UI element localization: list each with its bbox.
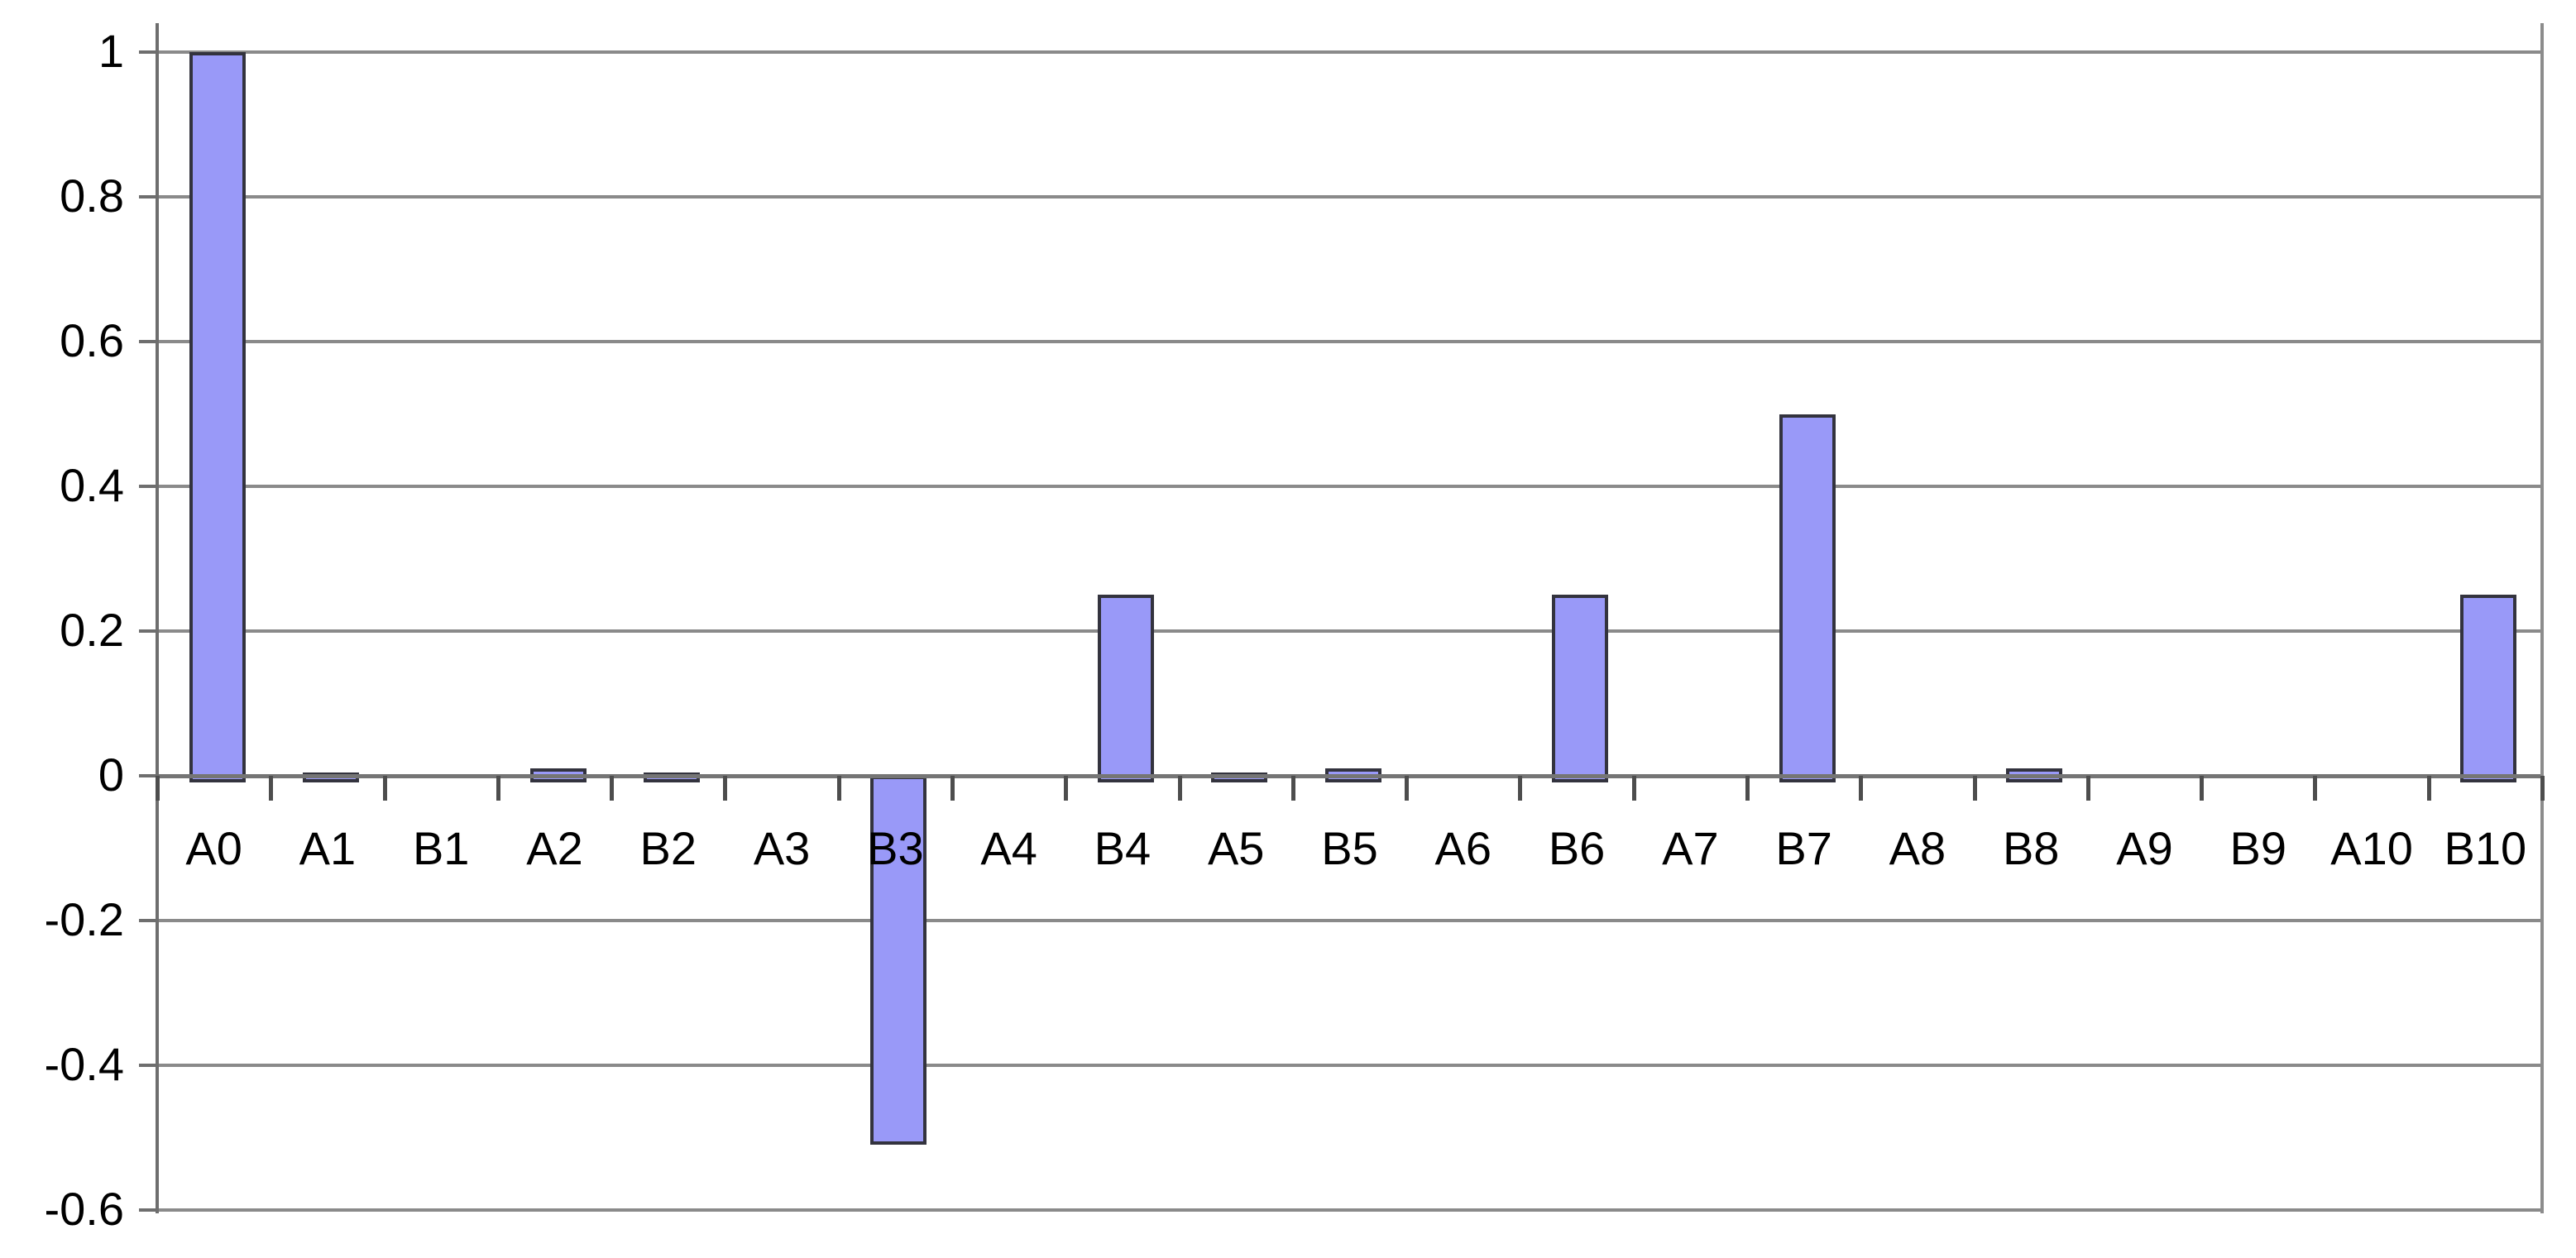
x-tick-label: B7	[1775, 822, 1832, 874]
x-axis-tick	[1518, 776, 1523, 801]
x-axis-tick	[950, 776, 955, 801]
x-axis-tick	[1745, 776, 1750, 801]
x-axis-tick	[1405, 776, 1410, 801]
bar-B3	[870, 776, 927, 1145]
y-axis-tick	[139, 340, 157, 343]
x-tick-label: A6	[1434, 822, 1492, 874]
x-axis-line	[157, 774, 2542, 778]
y-tick-label: 0.2	[60, 604, 124, 656]
x-tick-label: A9	[2116, 822, 2173, 874]
x-tick-label: B2	[639, 822, 697, 874]
x-tick-label: A5	[1207, 822, 1265, 874]
y-axis-tick	[139, 195, 157, 199]
x-axis-tick	[2540, 776, 2545, 801]
x-tick-label: A1	[299, 822, 357, 874]
gridline	[157, 50, 2542, 54]
y-tick-label: 0.4	[60, 459, 124, 511]
bar-A0	[189, 52, 246, 782]
y-tick-label: 1	[98, 25, 124, 77]
x-tick-label: B10	[2444, 822, 2527, 874]
y-axis-tick	[139, 919, 157, 922]
y-tick-label: -0.6	[44, 1183, 125, 1235]
y-axis-line	[156, 23, 159, 1213]
plot-right-border	[2540, 23, 2544, 1213]
x-axis-tick	[1972, 776, 1977, 801]
x-tick-label: B8	[2002, 822, 2060, 874]
x-tick-label: B1	[412, 822, 470, 874]
y-tick-label: -0.2	[44, 893, 125, 945]
gridline	[157, 340, 2542, 343]
bar-B4	[1097, 595, 1154, 782]
x-axis-tick	[610, 776, 615, 801]
gridline	[157, 195, 2542, 199]
x-tick-label: B9	[2229, 822, 2287, 874]
x-tick-label: A3	[753, 822, 811, 874]
x-axis-tick	[496, 776, 500, 801]
y-axis-tick	[139, 629, 157, 633]
x-axis-tick	[723, 776, 728, 801]
y-axis-tick	[139, 774, 157, 777]
x-tick-label: B5	[1321, 822, 1378, 874]
x-axis-tick	[2313, 776, 2318, 801]
x-axis-tick	[1631, 776, 1636, 801]
bar-B6	[1552, 595, 1609, 782]
x-tick-label: A10	[2330, 822, 2413, 874]
gridline	[157, 919, 2542, 922]
y-tick-label: -0.4	[44, 1038, 125, 1090]
x-axis-tick	[2085, 776, 2090, 801]
y-axis-tick	[139, 1208, 157, 1212]
x-tick-label: A7	[1662, 822, 1719, 874]
gridline	[157, 629, 2542, 633]
x-axis-tick	[1859, 776, 1864, 801]
x-tick-label: B6	[1548, 822, 1606, 874]
x-axis-tick	[2426, 776, 2431, 801]
x-axis-tick	[1064, 776, 1069, 801]
x-axis-tick	[1177, 776, 1182, 801]
bar-B10	[2460, 595, 2517, 782]
x-axis-tick	[269, 776, 274, 801]
gridline	[157, 1064, 2542, 1067]
y-axis-tick	[139, 485, 157, 488]
x-tick-label: A0	[185, 822, 242, 874]
x-axis-tick	[156, 776, 160, 801]
x-tick-label: A4	[980, 822, 1037, 874]
bar-B7	[1779, 414, 1836, 782]
x-axis-tick	[2200, 776, 2205, 801]
x-tick-label: A8	[1889, 822, 1946, 874]
y-tick-label: 0.8	[60, 170, 124, 222]
x-axis-tick	[382, 776, 387, 801]
gridline	[157, 1208, 2542, 1212]
x-axis-tick	[836, 776, 841, 801]
x-tick-label: A2	[526, 822, 583, 874]
y-axis-tick	[139, 1064, 157, 1067]
x-tick-label: B3	[867, 822, 924, 874]
y-axis-tick	[139, 50, 157, 54]
y-tick-label: 0	[98, 749, 124, 801]
x-axis-tick	[1290, 776, 1295, 801]
y-tick-label: 0.6	[60, 314, 124, 366]
gridline	[157, 485, 2542, 488]
x-tick-label: B4	[1094, 822, 1152, 874]
